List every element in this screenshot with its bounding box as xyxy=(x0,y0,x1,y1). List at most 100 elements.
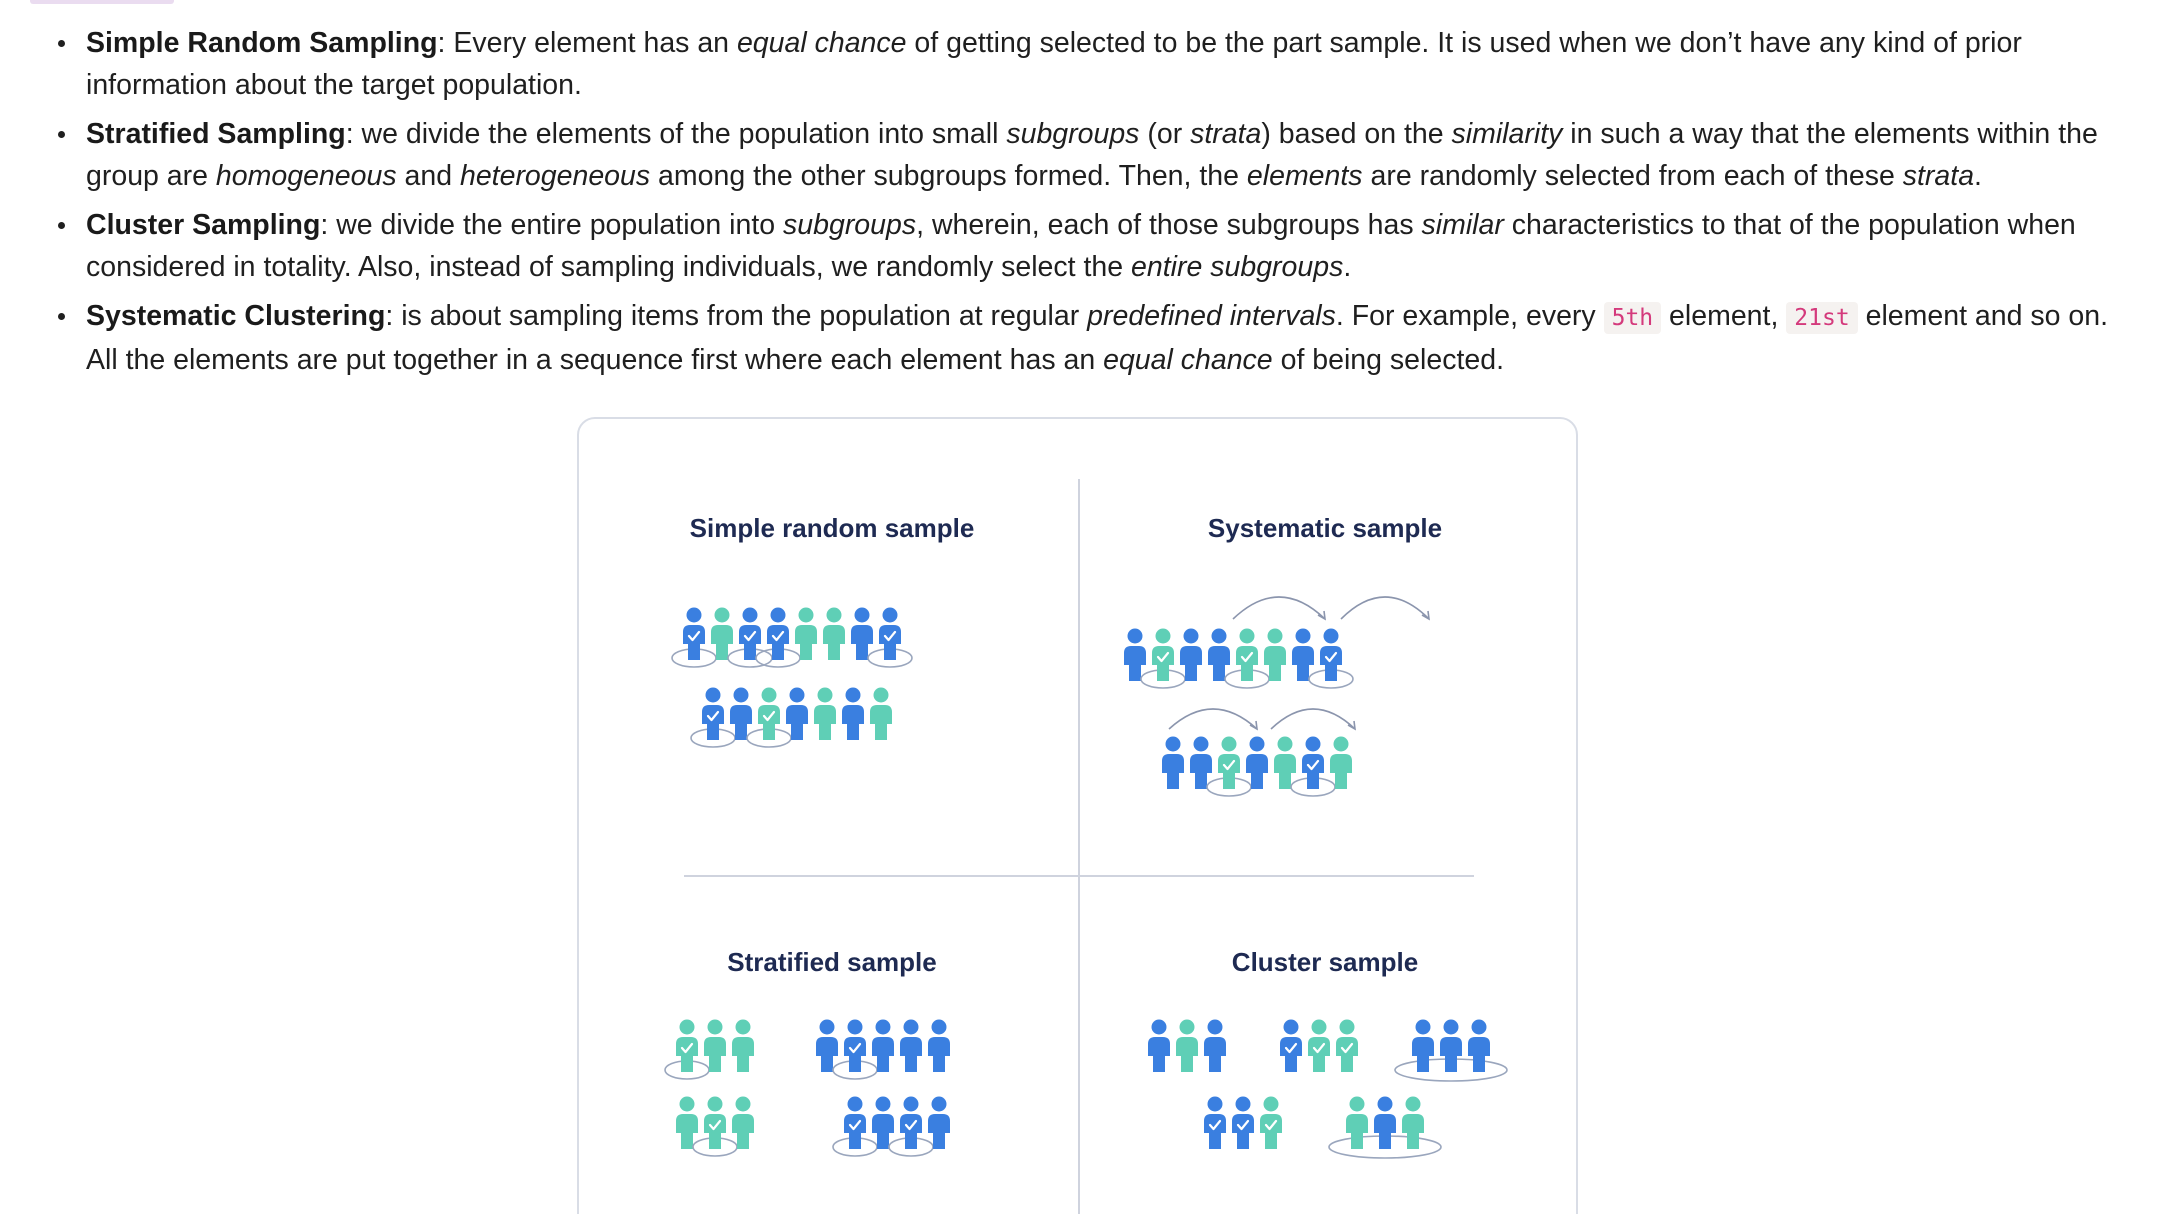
bullet-text: . xyxy=(1343,251,1352,283)
sampling-methods-list: Simple Random Sampling: Every element ha… xyxy=(0,22,2120,388)
bullet-text: in such a way that the elements within t… xyxy=(86,118,2098,192)
emphasis-text: equal chance xyxy=(1103,344,1273,376)
bullet-text: ) based on the xyxy=(1261,118,1452,150)
person-icon xyxy=(842,687,864,740)
selected-person-icon xyxy=(867,607,913,668)
emphasis-text: elements xyxy=(1246,160,1363,192)
bullet-term: Systematic Clustering xyxy=(86,300,386,332)
bullet-systematic-clustering: Systematic Clustering: is about sampling… xyxy=(58,295,2120,381)
selected-person-icon xyxy=(664,1019,710,1080)
bullet-text: of getting selected to be the part sampl… xyxy=(86,27,2022,101)
simple-random-title: Simple random sample xyxy=(690,513,975,543)
bullet-text: among the other subgroups formed. Then, … xyxy=(650,160,1247,192)
person-icon xyxy=(872,1019,894,1072)
person-icon xyxy=(786,687,808,740)
person-icon xyxy=(1264,628,1286,681)
bullet-term: Cluster Sampling xyxy=(86,209,321,241)
selected-person-icon xyxy=(1308,1019,1330,1072)
person-icon xyxy=(711,607,733,660)
person-icon xyxy=(1124,628,1146,681)
bullet-text: characteristics to that of the populatio… xyxy=(86,209,2076,283)
selected-person-icon xyxy=(746,687,792,748)
emphasis-text: entire subgroups xyxy=(1131,251,1344,283)
inline-code: 5th xyxy=(1603,302,1662,334)
selected-person-icon xyxy=(888,1096,934,1157)
interval-arc xyxy=(1340,596,1430,621)
bullet-text: element and so on. All the elements are … xyxy=(86,300,2109,376)
selected-person-icon xyxy=(1206,736,1252,797)
emphasis-text: homogeneous xyxy=(215,160,397,192)
emphasis-text: heterogeneous xyxy=(459,160,651,192)
selected-person-icon xyxy=(832,1096,878,1157)
person-icon xyxy=(676,1096,698,1149)
emphasis-text: similar xyxy=(1421,209,1504,241)
inline-code: 21st xyxy=(1786,302,1858,334)
selected-person-icon xyxy=(692,1096,738,1157)
person-icon xyxy=(872,1096,894,1149)
interval-arc xyxy=(1168,708,1258,731)
person-icon xyxy=(1162,736,1184,789)
person-icon xyxy=(870,687,892,740)
person-icon xyxy=(1246,736,1268,789)
emphasis-text: similarity xyxy=(1451,118,1563,150)
bullet-text: of being selected. xyxy=(1272,344,1504,376)
selected-person-icon xyxy=(755,607,801,668)
person-icon xyxy=(1180,628,1202,681)
systematic-title: Systematic sample xyxy=(1208,513,1442,543)
person-icon xyxy=(1176,1019,1198,1072)
selected-person-icon xyxy=(1140,628,1186,689)
person-icon xyxy=(1330,736,1352,789)
person-icon xyxy=(1204,1019,1226,1072)
bullet-text: : is about sampling items from the popul… xyxy=(385,300,1088,332)
person-icon xyxy=(816,1019,838,1072)
person-icon xyxy=(1468,1019,1490,1072)
bullet-text: element, xyxy=(1661,300,1787,332)
emphasis-text: strata xyxy=(1902,160,1975,192)
selected-person-icon xyxy=(1280,1019,1302,1072)
bullet-stratified-sampling: Stratified Sampling: we divide the eleme… xyxy=(58,113,2120,197)
person-icon xyxy=(1412,1019,1434,1072)
sampling-methods-figure: Simple random sample Systematic sample S… xyxy=(577,417,1578,1214)
person-icon xyxy=(851,607,873,660)
selected-person-icon xyxy=(832,1019,878,1080)
emphasis-text: equal chance xyxy=(736,27,907,59)
bullet-text: . xyxy=(1974,160,1982,192)
selected-person-icon xyxy=(690,687,736,748)
person-icon xyxy=(928,1096,950,1149)
stratified-title: Stratified sample xyxy=(727,947,937,977)
bullet-text: (or xyxy=(1139,118,1191,150)
person-icon xyxy=(1190,736,1212,789)
emphasis-text: subgroups xyxy=(783,209,917,241)
selected-person-icon xyxy=(1204,1096,1226,1149)
selected-person-icon xyxy=(727,607,773,668)
emphasis-text: predefined intervals xyxy=(1087,300,1336,332)
person-icon xyxy=(1374,1096,1396,1149)
person-icon xyxy=(1440,1019,1462,1072)
person-icon xyxy=(1346,1096,1368,1149)
interval-arc xyxy=(1270,708,1356,731)
bullet-text: are randomly selected from each of these xyxy=(1362,160,1903,192)
bullet-text: : Every element has an xyxy=(437,27,737,59)
person-icon xyxy=(1402,1096,1424,1149)
selected-person-icon xyxy=(1290,736,1336,797)
bullet-text: : we divide the entire population into xyxy=(320,209,784,241)
person-icon xyxy=(823,607,845,660)
bullet-term: Simple Random Sampling xyxy=(86,27,438,59)
bullet-text: . For example, every xyxy=(1335,300,1604,332)
interval-arc xyxy=(1232,596,1326,621)
emphasis-text: subgroups xyxy=(1006,118,1140,150)
emphasis-text: strata xyxy=(1190,118,1262,150)
bullet-cluster-sampling: Cluster Sampling: we divide the entire p… xyxy=(58,204,2120,288)
selected-person-icon xyxy=(1224,628,1270,689)
person-icon xyxy=(900,1019,922,1072)
person-icon xyxy=(1208,628,1230,681)
person-icon xyxy=(1148,1019,1170,1072)
selected-person-icon xyxy=(1260,1096,1282,1149)
selected-person-icon xyxy=(1308,628,1354,689)
person-icon xyxy=(732,1019,754,1072)
person-icon xyxy=(814,687,836,740)
cluster-title: Cluster sample xyxy=(1232,947,1418,977)
bullet-text: : we divide the elements of the populati… xyxy=(345,118,1007,150)
people-layer xyxy=(664,596,1508,1159)
person-icon xyxy=(795,607,817,660)
